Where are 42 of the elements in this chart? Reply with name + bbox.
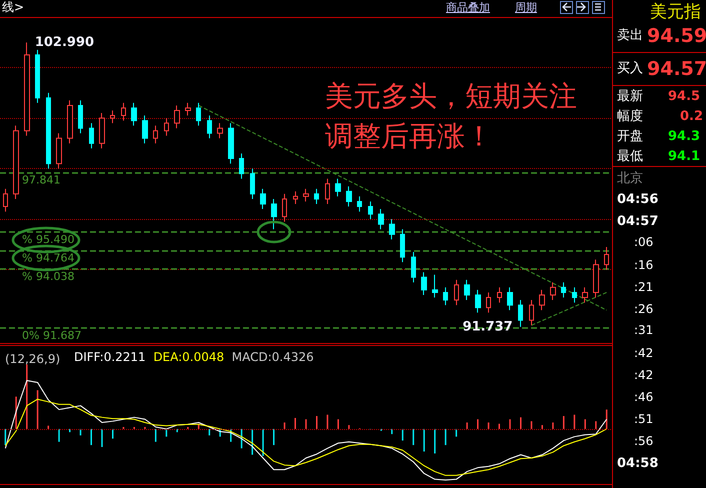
y-tick-label: 97.841: [22, 174, 60, 187]
y-tick-label: % 94.764: [22, 251, 74, 264]
text: 美元指: [650, 2, 701, 22]
text: :56: [634, 434, 654, 448]
text: 0.2: [680, 109, 704, 124]
chart-title: (12,26,9): [5, 352, 60, 366]
text: 最低: [617, 149, 643, 164]
text: 04:57: [617, 214, 658, 230]
text: 04:56: [617, 192, 658, 208]
text: 最新: [617, 89, 643, 104]
text: MACD:0.4326: [232, 350, 314, 364]
text: 94.59: [647, 25, 706, 47]
y-tick-label: % 95.490: [22, 233, 74, 246]
text: DIFF:0.2211: [74, 350, 146, 364]
text: 开盘: [617, 129, 643, 144]
text: 94.57: [647, 58, 706, 80]
text: 幅度: [617, 109, 643, 124]
text: 04:58: [617, 456, 658, 472]
y-tick-label: 0% 91.687: [22, 329, 82, 342]
annotation: 91.737: [462, 319, 513, 334]
text: 94.1: [668, 149, 700, 164]
annotation: 102.990: [34, 35, 94, 50]
text: 线>: [2, 0, 24, 14]
text: :51: [634, 412, 654, 426]
text: :06: [634, 235, 654, 250]
text: DEA:0.0048: [153, 350, 224, 364]
text: 买入: [617, 61, 643, 76]
text: 北京: [617, 171, 643, 186]
text: :21: [634, 280, 654, 294]
text: :26: [634, 302, 654, 316]
text: :31: [634, 323, 654, 338]
text: 商品叠加: [446, 1, 490, 14]
y-tick-label: % 94.038: [22, 270, 74, 283]
text: :46: [634, 390, 654, 404]
text: 周期: [515, 1, 537, 14]
annotation: 美元多头，短期关注调整后再涨！: [325, 80, 577, 152]
text: 94.3: [668, 129, 700, 144]
text: :42: [634, 346, 654, 360]
text: :16: [634, 258, 654, 272]
text: 94.5: [668, 89, 700, 104]
text: 卖出: [617, 28, 643, 44]
text: :42: [634, 368, 654, 382]
